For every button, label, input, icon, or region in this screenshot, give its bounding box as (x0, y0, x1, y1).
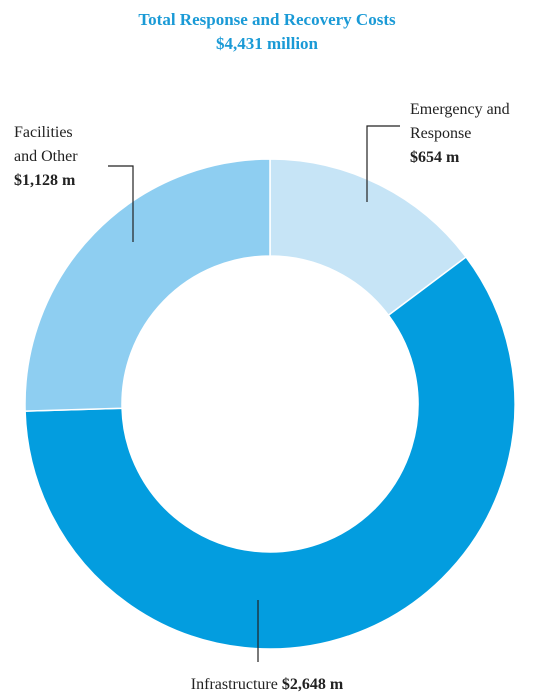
slice-label: Facilities and Other $1,128 m (14, 121, 96, 193)
category-label: Facilities and Other (14, 124, 78, 165)
chart-subtitle: $4,431 million (215, 34, 318, 53)
slice-label: Infrastructure $2,648 m (0, 673, 534, 697)
category-label: Emergency and Response (410, 101, 510, 142)
donut-slice (24, 256, 516, 650)
value-label: $654 m (410, 149, 460, 166)
slice-label: Emergency and Response $654 m (410, 98, 522, 170)
category-label: Infrastructure (190, 676, 278, 693)
value-label: $2,648 m (281, 676, 344, 693)
leader-line (108, 165, 134, 242)
chart-title: Total Response and Recovery Costs (138, 10, 396, 29)
leader-line (366, 125, 400, 202)
value-label: $1,128 m (14, 172, 76, 189)
donut-slice (24, 158, 271, 412)
